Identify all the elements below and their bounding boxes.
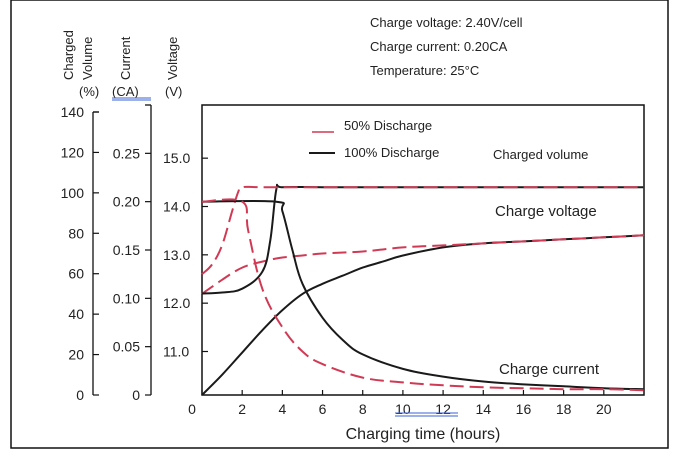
voltage-tick-label: 11.0	[163, 344, 189, 360]
current-tick-label: 0.20	[113, 194, 140, 210]
x-tick-label: 0	[188, 401, 196, 417]
curve-label-charged-volume: Charged volume	[493, 147, 588, 162]
series-curves	[201, 183, 645, 396]
current-tick-label: 0	[132, 387, 140, 403]
curve-label-charge-voltage: Charge voltage	[495, 203, 597, 220]
current-axis-title: Current	[118, 36, 133, 80]
plot-area	[201, 104, 645, 396]
current-axis-unit: (CA)	[112, 84, 139, 99]
voltage-axis-unit: (V)	[165, 84, 182, 99]
x-tick-label: 10	[395, 401, 411, 417]
volume-axis-title-line1: Charged	[61, 30, 76, 80]
legend-label-100-discharge: 100% Discharge	[344, 145, 439, 160]
current-tick-label: 0.10	[113, 290, 140, 306]
note-charge-current: Charge current: 0.20CA	[370, 39, 508, 54]
x-tick-label: 6	[319, 401, 327, 417]
x-tick-label: 14	[475, 401, 491, 417]
figure-border	[10, 0, 669, 449]
note-charge-voltage: Charge voltage: 2.40V/cell	[370, 15, 523, 30]
curve-label-charge-current: Charge current	[499, 361, 600, 378]
voltage-tick-label: 13.0	[163, 247, 190, 263]
current-tick-label: 0.05	[113, 339, 140, 355]
voltage-tick-label: 14.0	[163, 199, 190, 215]
legend-label-50-discharge: 50% Discharge	[344, 118, 432, 133]
volume-tick-label: 140	[61, 104, 85, 120]
x-tick-label: 8	[359, 401, 367, 417]
volume-tick-label: 20	[68, 347, 84, 363]
volume-tick-label: 80	[68, 225, 84, 241]
x-tick-label: 16	[516, 401, 532, 417]
volume-tick-label: 60	[68, 266, 84, 282]
voltage-axis-title: Voltage	[165, 37, 180, 80]
volume-tick-label: 100	[61, 185, 85, 201]
series-50-discharge-charge-current	[201, 198, 645, 392]
volume-tick-label: 40	[68, 306, 84, 322]
x-axis-title: Charging time (hours)	[346, 426, 501, 443]
series-100-discharge-charge-voltage	[201, 183, 644, 295]
x-tick-label: 2	[238, 401, 246, 417]
current-tick-label: 0.15	[113, 242, 140, 258]
note-temperature: Temperature: 25°C	[370, 63, 479, 78]
series-50-discharge-charged-volume	[201, 234, 645, 295]
voltage-tick-label: 15.0	[163, 150, 190, 166]
current-tick-label: 0.25	[113, 145, 140, 161]
x-tick-label: 4	[278, 401, 286, 417]
x-tick-label: 12	[435, 401, 451, 417]
left-axes: 0 20 40 60 80 100 120 140 0 0.05 0.10 0.15 0.20 0.25 1…	[61, 104, 208, 403]
voltage-tick-label: 12.0	[163, 295, 190, 311]
series-50-discharge-charge-voltage	[201, 185, 644, 275]
volume-tick-label: 0	[76, 387, 84, 403]
volume-axis-title-line2: Volume	[80, 37, 95, 80]
x-tick-label: 20	[596, 401, 612, 417]
x-tick-label: 18	[556, 401, 572, 417]
series-100-discharge-charge-current	[201, 199, 645, 391]
volume-tick-label: 120	[61, 144, 85, 160]
volume-axis-unit: (%)	[79, 84, 99, 99]
